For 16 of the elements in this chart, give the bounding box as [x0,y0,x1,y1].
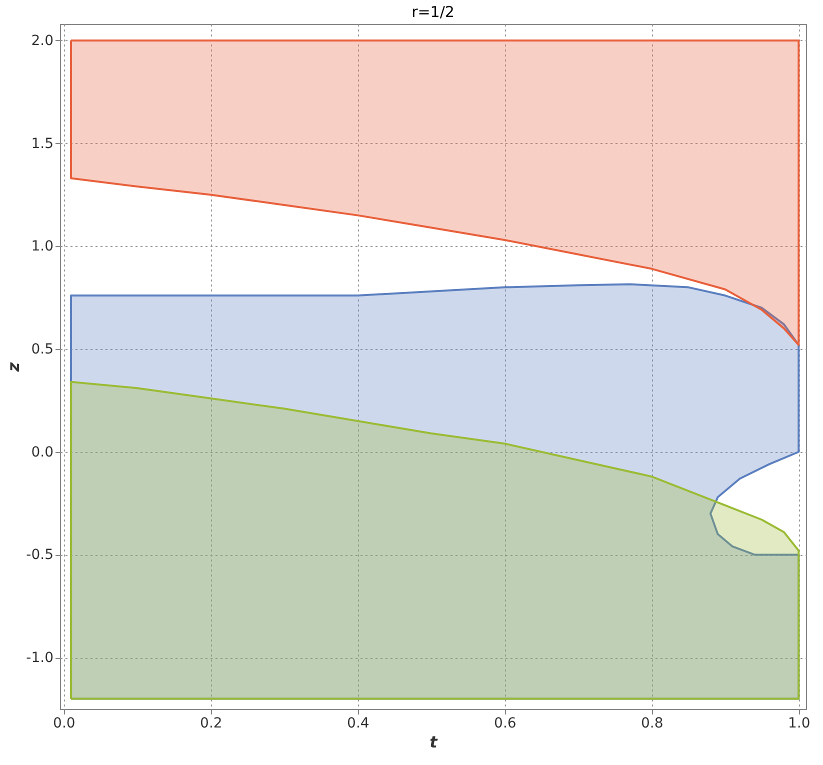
x-tick-label: 0.2 [200,716,222,732]
y-tick-label: 2.0 [31,32,54,49]
y-tick-label: -0.5 [26,547,54,564]
y-tick-label: 1.0 [31,238,54,255]
x-tick-label: 0.0 [53,716,76,732]
x-tick-label: 0.8 [641,716,664,732]
y-axis-title: z [4,362,24,373]
x-axis-title: t [430,732,439,752]
chart-title: r=1/2 [412,3,454,21]
y-tick-label: 0.0 [31,444,54,460]
x-tick-label: 0.6 [494,716,516,732]
x-tick-label: 1.0 [788,716,810,732]
y-tick-label: 1.5 [31,136,54,152]
x-tick-label: 0.4 [347,716,370,732]
y-tick-label: 0.5 [31,342,54,358]
y-tick-label: -1.0 [26,650,54,666]
